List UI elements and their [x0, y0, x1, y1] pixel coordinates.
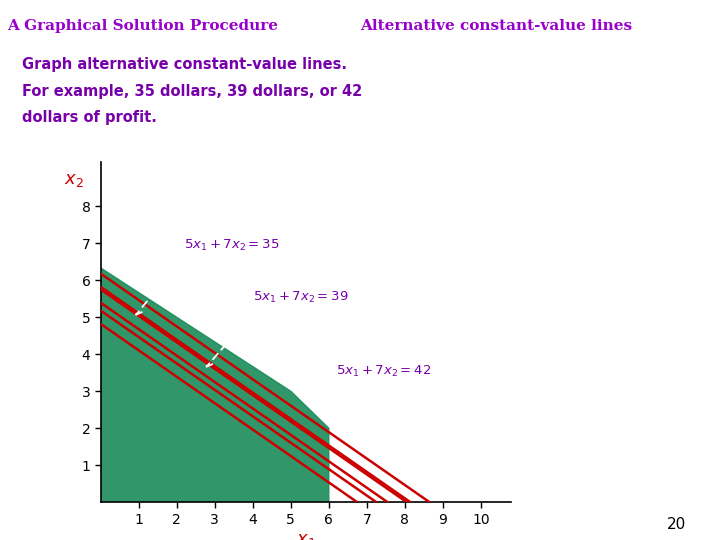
Text: Graph alternative constant-value lines.: Graph alternative constant-value lines.: [22, 57, 346, 72]
Text: $x_1 \geq 0$  and  $x_2 \geq 0$: $x_1 \geq 0$ and $x_2 \geq 0$: [467, 136, 576, 150]
Text: $5x_1 + 7x_2 = 35$: $5x_1 + 7x_2 = 35$: [184, 238, 280, 253]
Text: $x_2$: $x_2$: [64, 172, 84, 190]
Text: Alternative constant-value lines: Alternative constant-value lines: [360, 19, 632, 33]
Text: s.t.      $x_1$              $\leq$  6: s.t. $x_1$ $\leq$ 6: [467, 70, 596, 84]
Text: $2x_1 + 3x_2$  $\leq$  19: $2x_1 + 3x_2$ $\leq$ 19: [467, 91, 580, 104]
Text: $x_1 +$    $x_2$   $\leq$   8: $x_1 +$ $x_2$ $\leq$ 8: [467, 111, 587, 125]
Text: Max   $5x_1 + 7x_2$: Max $5x_1 + 7x_2$: [467, 46, 554, 60]
Text: Example 2:: Example 2:: [467, 23, 541, 36]
Polygon shape: [101, 268, 329, 502]
Text: $5x_1 + 7x_2 = 39$: $5x_1 + 7x_2 = 39$: [253, 289, 348, 305]
Text: A Graphical Solution Procedure: A Graphical Solution Procedure: [7, 19, 278, 33]
Text: For example, 35 dollars, 39 dollars, or 42: For example, 35 dollars, 39 dollars, or …: [22, 84, 362, 99]
X-axis label: $x_1$: $x_1$: [296, 531, 316, 540]
Text: dollars of profit.: dollars of profit.: [22, 110, 156, 125]
Text: $5x_1 + 7x_2 = 42$: $5x_1 + 7x_2 = 42$: [336, 363, 431, 379]
Text: 20: 20: [667, 517, 686, 532]
